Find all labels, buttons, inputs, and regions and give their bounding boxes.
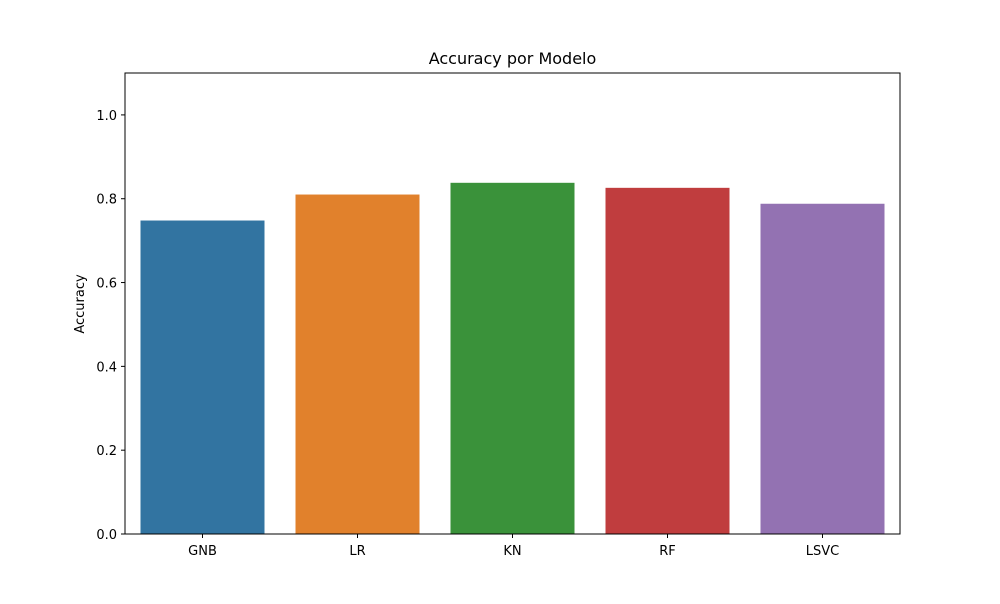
bar-lsvc — [760, 203, 885, 535]
x-tick-label-lr: LR — [349, 544, 365, 559]
y-tick-label: 0.4 — [96, 360, 117, 375]
y-tick-label: 0.2 — [96, 444, 117, 459]
y-axis-label: Accuracy — [73, 274, 88, 334]
y-tick-label: 1.0 — [96, 109, 117, 124]
bar-kn — [450, 182, 575, 534]
x-tick-label-gnb: GNB — [188, 544, 217, 559]
x-axis-ticks: GNB LR KN RF LSVC — [188, 534, 839, 559]
x-tick-label-kn: KN — [503, 544, 521, 559]
y-tick-label: 0.8 — [96, 193, 117, 208]
y-axis-ticks: 0.0 0.2 0.4 0.6 0.8 1.0 — [96, 109, 125, 543]
bar-lr — [295, 194, 420, 534]
x-tick-label-rf: RF — [659, 544, 676, 559]
bar-gnb — [140, 220, 265, 534]
chart-title: Accuracy por Modelo — [429, 49, 597, 68]
x-tick-label-lsvc: LSVC — [806, 544, 839, 559]
y-tick-label: 0.6 — [96, 277, 117, 292]
plot-frame — [124, 72, 901, 535]
bars-group — [140, 182, 885, 535]
y-tick-label: 0.0 — [96, 528, 117, 543]
bar-rf — [605, 187, 730, 534]
